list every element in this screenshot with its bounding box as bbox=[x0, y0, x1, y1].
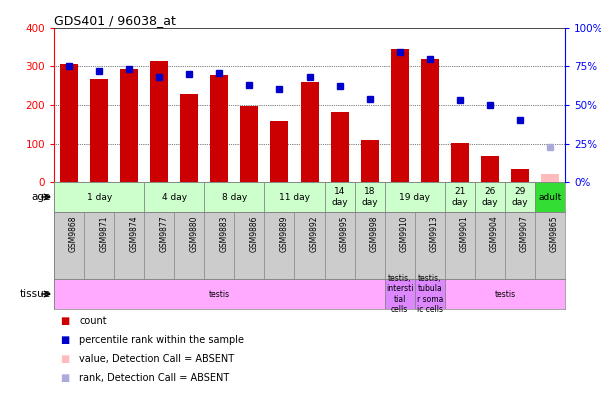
Text: rank, Detection Call = ABSENT: rank, Detection Call = ABSENT bbox=[79, 373, 230, 383]
Text: 21
day: 21 day bbox=[451, 187, 468, 207]
Bar bbox=[300, 82, 319, 182]
Text: ■: ■ bbox=[60, 335, 69, 345]
Bar bbox=[445, 279, 565, 309]
Text: testis,
intersti
tial
cells: testis, intersti tial cells bbox=[386, 274, 413, 314]
Text: 18
day: 18 day bbox=[361, 187, 378, 207]
Text: GDS401 / 96038_at: GDS401 / 96038_at bbox=[54, 13, 176, 27]
Bar bbox=[180, 94, 198, 182]
Bar bbox=[120, 69, 138, 182]
Text: percentile rank within the sample: percentile rank within the sample bbox=[79, 335, 245, 345]
Text: GSM9880: GSM9880 bbox=[189, 215, 198, 252]
Text: GSM9910: GSM9910 bbox=[400, 215, 409, 252]
Text: GSM9907: GSM9907 bbox=[520, 215, 529, 252]
Text: GSM9913: GSM9913 bbox=[430, 215, 439, 252]
Text: 14
day: 14 day bbox=[331, 187, 348, 207]
Bar bbox=[505, 182, 535, 212]
Text: 19 day: 19 day bbox=[399, 192, 430, 202]
Text: GSM9865: GSM9865 bbox=[550, 215, 559, 252]
Text: testis: testis bbox=[209, 289, 230, 299]
Text: ■: ■ bbox=[60, 373, 69, 383]
Text: age: age bbox=[32, 192, 51, 202]
Text: adult: adult bbox=[538, 192, 561, 202]
Bar bbox=[204, 182, 264, 212]
Bar bbox=[60, 65, 78, 182]
Text: ■: ■ bbox=[60, 354, 69, 364]
Bar bbox=[415, 279, 445, 309]
Bar bbox=[54, 182, 144, 212]
Bar bbox=[331, 112, 349, 182]
Text: GSM9892: GSM9892 bbox=[310, 215, 319, 252]
Text: GSM9895: GSM9895 bbox=[340, 215, 349, 252]
Text: ■: ■ bbox=[60, 316, 69, 326]
Text: GSM9883: GSM9883 bbox=[219, 215, 228, 252]
Bar bbox=[325, 182, 355, 212]
Bar bbox=[210, 75, 228, 182]
Text: tissue: tissue bbox=[20, 289, 51, 299]
Text: value, Detection Call = ABSENT: value, Detection Call = ABSENT bbox=[79, 354, 234, 364]
Bar bbox=[270, 121, 288, 182]
Bar bbox=[150, 61, 168, 182]
Bar bbox=[481, 156, 499, 182]
Text: 8 day: 8 day bbox=[222, 192, 247, 202]
Text: GSM9868: GSM9868 bbox=[69, 215, 78, 252]
Text: GSM9871: GSM9871 bbox=[99, 215, 108, 252]
Bar bbox=[535, 182, 565, 212]
Text: GSM9874: GSM9874 bbox=[129, 215, 138, 252]
Bar bbox=[385, 279, 415, 309]
Bar bbox=[385, 182, 445, 212]
Bar bbox=[355, 182, 385, 212]
Bar bbox=[240, 106, 258, 182]
Text: 4 day: 4 day bbox=[162, 192, 187, 202]
Bar bbox=[475, 182, 505, 212]
Bar bbox=[90, 79, 108, 182]
Bar bbox=[421, 59, 439, 182]
Text: GSM9886: GSM9886 bbox=[249, 215, 258, 252]
Bar bbox=[361, 140, 379, 182]
Bar bbox=[391, 49, 409, 182]
Text: 11 day: 11 day bbox=[279, 192, 310, 202]
Bar bbox=[264, 182, 325, 212]
Text: testis,
tubula
r soma
ic cells: testis, tubula r soma ic cells bbox=[416, 274, 443, 314]
Bar bbox=[54, 279, 385, 309]
Bar bbox=[144, 182, 204, 212]
Bar bbox=[511, 169, 529, 182]
Text: GSM9898: GSM9898 bbox=[370, 215, 379, 252]
Text: GSM9904: GSM9904 bbox=[490, 215, 499, 252]
Text: GSM9889: GSM9889 bbox=[279, 215, 288, 252]
Text: GSM9877: GSM9877 bbox=[159, 215, 168, 252]
Text: 1 day: 1 day bbox=[87, 192, 112, 202]
Text: count: count bbox=[79, 316, 107, 326]
Bar bbox=[445, 182, 475, 212]
Bar bbox=[541, 174, 559, 182]
Text: GSM9901: GSM9901 bbox=[460, 215, 469, 252]
Text: 26
day: 26 day bbox=[481, 187, 498, 207]
Bar bbox=[451, 143, 469, 182]
Text: testis: testis bbox=[494, 289, 516, 299]
Text: 29
day: 29 day bbox=[511, 187, 528, 207]
